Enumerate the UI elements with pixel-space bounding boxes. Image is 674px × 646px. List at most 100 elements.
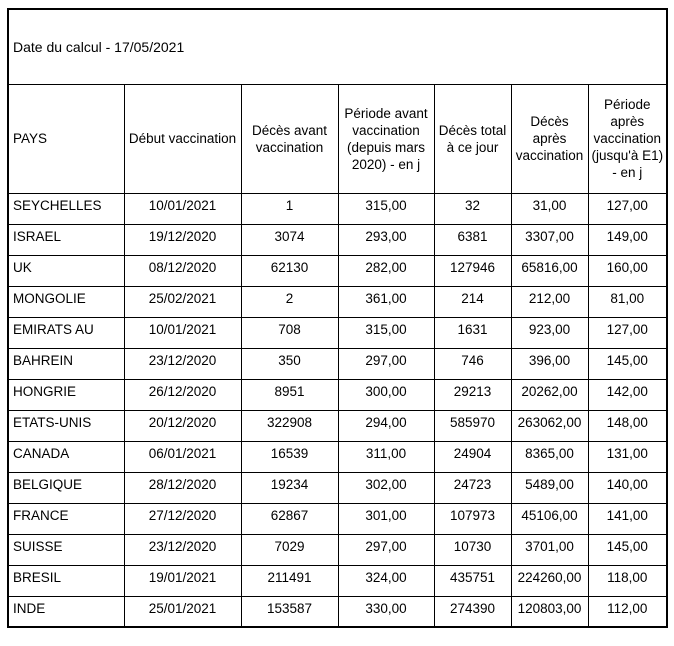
table-cell: 3074 (240, 223, 339, 256)
country-cell: CANADA (7, 440, 125, 473)
table-cell: 746 (433, 347, 512, 380)
table-header-row: PAYS Début vaccination Décès avant vaccina… (7, 83, 668, 194)
table-row: INDE 25/01/2021 153587 330,00 274390 120803,0… (7, 595, 668, 628)
table-cell: 315,00 (337, 316, 435, 349)
table-cell: 311,00 (337, 440, 435, 473)
table-row: BELGIQUE 28/12/2020 19234 302,00 24723 5489,0… (7, 471, 668, 504)
table-cell: 32 (433, 192, 512, 225)
table-cell: 127,00 (587, 192, 668, 225)
table-cell: 361,00 (337, 285, 435, 318)
country-cell: BELGIQUE (7, 471, 125, 504)
table-row: BAHREIN 23/12/2020 350 297,00 746 396,00 145,0… (7, 347, 668, 380)
table-cell: 274390 (433, 595, 512, 628)
table-cell: 62867 (240, 502, 339, 535)
table-cell: 140,00 (587, 471, 668, 504)
table-cell: 350 (240, 347, 339, 380)
column-header: Décès total à ce jour (433, 83, 512, 194)
column-header: Période avant vaccination (depuis mars 2… (337, 83, 435, 194)
country-cell: BAHREIN (7, 347, 125, 380)
country-cell: UK (7, 254, 125, 287)
table-cell: 297,00 (337, 533, 435, 566)
table-cell: 141,00 (587, 502, 668, 535)
table-cell: 2 (240, 285, 339, 318)
table-row: EMIRATS AU 10/01/2021 708 315,00 1631 923,00 1… (7, 316, 668, 349)
table-cell: 118,00 (587, 564, 668, 597)
table-row: BRESIL 19/01/2021 211491 324,00 435751 224260… (7, 564, 668, 597)
table-cell: 211491 (240, 564, 339, 597)
table-cell: 127,00 (587, 316, 668, 349)
table-cell: 3307,00 (510, 223, 589, 256)
table-cell: 26/12/2020 (123, 378, 242, 411)
table-cell: 62130 (240, 254, 339, 287)
table-cell: 5489,00 (510, 471, 589, 504)
table-cell: 301,00 (337, 502, 435, 535)
table-cell: 294,00 (337, 409, 435, 442)
table-cell: 19/01/2021 (123, 564, 242, 597)
table-cell: 297,00 (337, 347, 435, 380)
table-cell: 300,00 (337, 378, 435, 411)
table-cell: 19/12/2020 (123, 223, 242, 256)
country-cell: HONGRIE (7, 378, 125, 411)
table-cell: 20262,00 (510, 378, 589, 411)
table-cell: 10730 (433, 533, 512, 566)
column-header: Décès après vaccination (510, 83, 589, 194)
table-cell: 19234 (240, 471, 339, 504)
table-cell: 23/12/2020 (123, 533, 242, 566)
country-cell: ETATS-UNIS (7, 409, 125, 442)
column-header: Décès avant vaccination (240, 83, 339, 194)
country-cell: SEYCHELLES (7, 192, 125, 225)
table-cell: 149,00 (587, 223, 668, 256)
table-cell: 112,00 (587, 595, 668, 628)
column-header: Période après vaccination (jusqu'à E1) -… (587, 83, 668, 194)
table-cell: 27/12/2020 (123, 502, 242, 535)
table-cell: 145,00 (587, 533, 668, 566)
table-cell: 160,00 (587, 254, 668, 287)
country-cell: EMIRATS AU (7, 316, 125, 349)
table-cell: 120803,00 (510, 595, 589, 628)
table-cell: 08/12/2020 (123, 254, 242, 287)
table-cell: 142,00 (587, 378, 668, 411)
table-row: FRANCE 27/12/2020 62867 301,00 107973 45106,0… (7, 502, 668, 535)
table-cell: 131,00 (587, 440, 668, 473)
table-cell: 25/01/2021 (123, 595, 242, 628)
table-cell: 3701,00 (510, 533, 589, 566)
table-cell: 212,00 (510, 285, 589, 318)
table-cell: 06/01/2021 (123, 440, 242, 473)
table-cell: 282,00 (337, 254, 435, 287)
table-cell: 31,00 (510, 192, 589, 225)
table-row: HONGRIE 26/12/2020 8951 300,00 29213 20262,00… (7, 378, 668, 411)
country-cell: INDE (7, 595, 125, 628)
table-cell: 8365,00 (510, 440, 589, 473)
table-cell: 923,00 (510, 316, 589, 349)
table-cell: 6381 (433, 223, 512, 256)
table-cell: 24723 (433, 471, 512, 504)
table-cell: 23/12/2020 (123, 347, 242, 380)
table-cell: 107973 (433, 502, 512, 535)
country-cell: FRANCE (7, 502, 125, 535)
table-cell: 10/01/2021 (123, 192, 242, 225)
column-header: PAYS (7, 83, 125, 194)
table-cell: 585970 (433, 409, 512, 442)
date-row: Date du calcul - 17/05/2021 (7, 8, 668, 85)
table-cell: 330,00 (337, 595, 435, 628)
table-cell: 29213 (433, 378, 512, 411)
table-row: ETATS-UNIS 20/12/2020 322908 294,00 585970 26… (7, 409, 668, 442)
country-cell: ISRAEL (7, 223, 125, 256)
table-cell: 10/01/2021 (123, 316, 242, 349)
table-cell: 127946 (433, 254, 512, 287)
table-cell: 25/02/2021 (123, 285, 242, 318)
table-cell: 396,00 (510, 347, 589, 380)
table-cell: 7029 (240, 533, 339, 566)
table-cell: 224260,00 (510, 564, 589, 597)
country-cell: MONGOLIE (7, 285, 125, 318)
table-cell: 24904 (433, 440, 512, 473)
table-cell: 65816,00 (510, 254, 589, 287)
table-cell: 214 (433, 285, 512, 318)
table-cell: 45106,00 (510, 502, 589, 535)
table-row: CANADA 06/01/2021 16539 311,00 24904 8365,00 1… (7, 440, 668, 473)
table-cell: 81,00 (587, 285, 668, 318)
table-row: ISRAEL 19/12/2020 3074 293,00 6381 3307,00 149… (7, 223, 668, 256)
table-cell: 16539 (240, 440, 339, 473)
table-cell: 28/12/2020 (123, 471, 242, 504)
table-cell: 1631 (433, 316, 512, 349)
